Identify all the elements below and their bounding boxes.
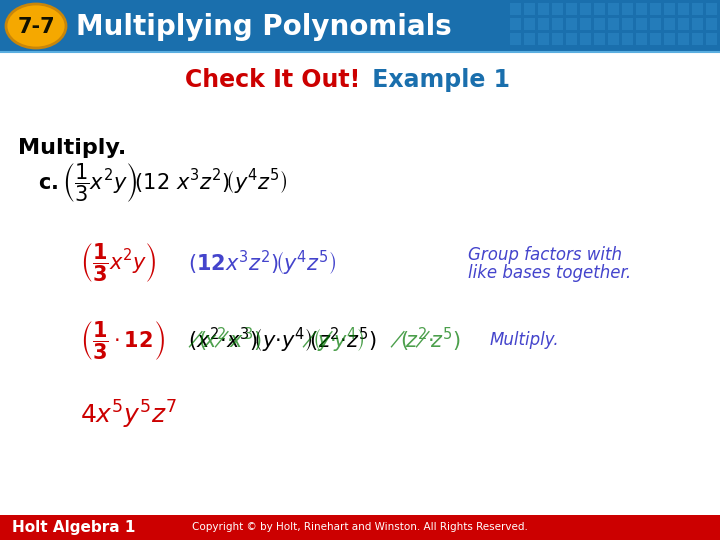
FancyBboxPatch shape [622,18,633,30]
Text: Example 1: Example 1 [364,68,510,92]
FancyBboxPatch shape [0,515,720,540]
FancyBboxPatch shape [0,0,720,52]
FancyBboxPatch shape [692,18,703,30]
Text: $\left(\mathbf{12}x^3z^2\right)\!\left(y^4z^5\right)$: $\left(\mathbf{12}x^3z^2\right)\!\left(y… [188,248,337,278]
FancyBboxPatch shape [692,3,703,15]
FancyBboxPatch shape [594,3,605,15]
FancyBboxPatch shape [524,18,535,30]
Text: $\mathbf{c.}$: $\mathbf{c.}$ [38,173,58,193]
Text: Copyright © by Holt, Rinehart and Winston. All Rights Reserved.: Copyright © by Holt, Rinehart and Winsto… [192,523,528,532]
FancyBboxPatch shape [678,3,689,15]
FancyBboxPatch shape [566,33,577,45]
FancyBboxPatch shape [706,33,717,45]
FancyBboxPatch shape [636,3,647,15]
Text: Multiply.: Multiply. [18,138,126,158]
FancyBboxPatch shape [538,3,549,15]
FancyBboxPatch shape [580,3,591,15]
FancyBboxPatch shape [650,33,661,45]
FancyBboxPatch shape [608,33,619,45]
FancyBboxPatch shape [580,33,591,45]
FancyBboxPatch shape [510,33,521,45]
FancyBboxPatch shape [566,18,577,30]
FancyBboxPatch shape [608,3,619,15]
FancyBboxPatch shape [538,18,549,30]
FancyBboxPatch shape [650,3,661,15]
FancyBboxPatch shape [510,3,521,15]
FancyBboxPatch shape [664,33,675,45]
FancyBboxPatch shape [636,33,647,45]
FancyBboxPatch shape [706,3,717,15]
FancyBboxPatch shape [706,18,717,30]
FancyBboxPatch shape [538,33,549,45]
Text: $4x^5y^5z^7$: $4x^5y^5z^7$ [80,399,177,431]
Text: $\left(\!\not{z}^2{\cdot}\!\not{z}^5\right)$: $\left(\!\not{z}^2{\cdot}\!\not{z}^5\rig… [390,326,461,354]
Text: Check It Out!: Check It Out! [185,68,360,92]
FancyBboxPatch shape [552,18,563,30]
FancyBboxPatch shape [580,18,591,30]
FancyBboxPatch shape [524,3,535,15]
FancyBboxPatch shape [510,18,521,30]
Text: Holt Algebra 1: Holt Algebra 1 [12,520,135,535]
FancyBboxPatch shape [678,33,689,45]
Text: $\left(x^2{\cdot}x^3\right)\!\left(y{\cdot}y^4\right)\!\left(z^2{\cdot}z^5\right: $\left(x^2{\cdot}x^3\right)\!\left(y{\cd… [188,326,377,355]
Text: $\left(\dfrac{\mathbf{1}}{\mathbf{3}}\cdot\mathbf{12}\right)$: $\left(\dfrac{\mathbf{1}}{\mathbf{3}}\cd… [80,319,165,361]
FancyBboxPatch shape [524,33,535,45]
Text: $\left(\!\not{y}{\cdot}\!\not{y}^4\right)$: $\left(\!\not{y}{\cdot}\!\not{y}^4\right… [302,326,364,355]
Text: $\left(\dfrac{1}{3}x^2y\right)\!\left(12\ x^3z^2\right)\!\left(y^4z^5\right)$: $\left(\dfrac{1}{3}x^2y\right)\!\left(12… [62,161,287,205]
Text: $\left(\!\not{x}^2{\cdot}\!\not{x}^3\right)$: $\left(\!\not{x}^2{\cdot}\!\not{x}^3\rig… [188,326,261,354]
Text: $\left(\dfrac{\mathbf{1}}{\mathbf{3}}x^2y\right)$: $\left(\dfrac{\mathbf{1}}{\mathbf{3}}x^2… [80,241,157,285]
Text: 7-7: 7-7 [17,17,55,37]
FancyBboxPatch shape [622,3,633,15]
FancyBboxPatch shape [664,3,675,15]
FancyBboxPatch shape [552,33,563,45]
FancyBboxPatch shape [594,33,605,45]
FancyBboxPatch shape [692,33,703,45]
FancyBboxPatch shape [608,18,619,30]
Text: Group factors with: Group factors with [468,246,622,264]
Ellipse shape [6,4,66,48]
FancyBboxPatch shape [566,3,577,15]
Text: Multiplying Polynomials: Multiplying Polynomials [76,13,451,41]
FancyBboxPatch shape [650,18,661,30]
FancyBboxPatch shape [664,18,675,30]
FancyBboxPatch shape [636,18,647,30]
FancyBboxPatch shape [622,33,633,45]
Text: like bases together.: like bases together. [468,264,631,282]
Text: Multiply.: Multiply. [490,331,559,349]
FancyBboxPatch shape [552,3,563,15]
FancyBboxPatch shape [594,18,605,30]
FancyBboxPatch shape [678,18,689,30]
